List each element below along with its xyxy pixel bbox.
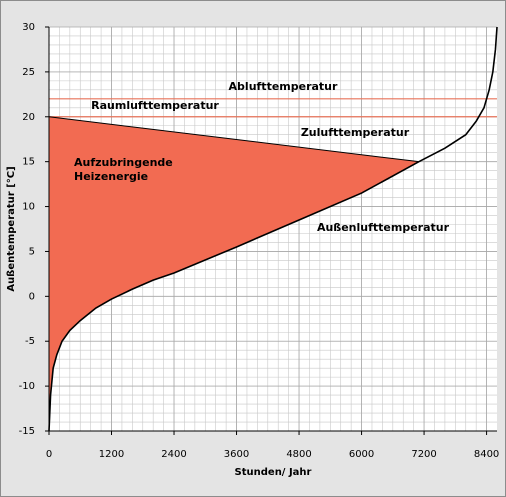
y-tick-label: 30 — [22, 22, 35, 33]
y-tick-label: 5 — [29, 246, 35, 257]
y-tick-label: 0 — [29, 291, 35, 302]
series-line — [48, 26, 498, 432]
marks — [48, 26, 498, 432]
x-tick-label: 7200 — [411, 449, 436, 460]
heating-energy-fill — [49, 116, 419, 432]
x-axis-title: Stunden/ Jahr — [235, 467, 312, 478]
annotation: Aufzubringende — [74, 156, 173, 169]
annotation: Heizenergie — [74, 170, 148, 183]
x-tick-label: 0 — [46, 449, 52, 460]
x-tick-label: 1200 — [99, 449, 124, 460]
y-tick-label: 10 — [22, 202, 35, 213]
x-tick-label: 3600 — [224, 449, 249, 460]
annotation: Außenlufttemperatur — [317, 221, 450, 234]
y-tick-label: -10 — [19, 381, 35, 392]
x-tick-label: 6000 — [349, 449, 374, 460]
series-line — [48, 116, 419, 163]
x-tick-label: 8400 — [474, 449, 499, 460]
x-tick-label: 4800 — [286, 449, 311, 460]
annotation: Ablufttemperatur — [229, 80, 338, 93]
y-axis-title: Außentemperatur [°C] — [6, 166, 17, 291]
x-tick-label: 2400 — [161, 449, 186, 460]
y-tick-label: 15 — [22, 157, 35, 168]
annotation: Raumlufttemperatur — [91, 99, 219, 112]
y-tick-label: 20 — [22, 112, 35, 123]
annotation: Zulufttemperatur — [301, 126, 410, 139]
y-tick-label: 25 — [22, 67, 35, 78]
y-tick-label: -15 — [19, 426, 35, 437]
y-tick-label: -5 — [25, 336, 35, 347]
